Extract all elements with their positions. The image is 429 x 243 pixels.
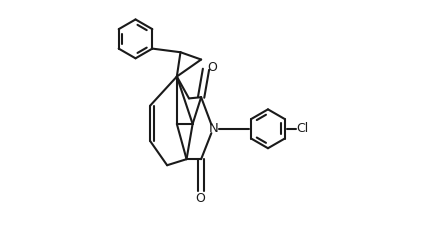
Text: O: O xyxy=(207,61,217,74)
Text: N: N xyxy=(208,122,218,135)
Text: O: O xyxy=(196,191,205,205)
Text: Cl: Cl xyxy=(296,122,309,135)
